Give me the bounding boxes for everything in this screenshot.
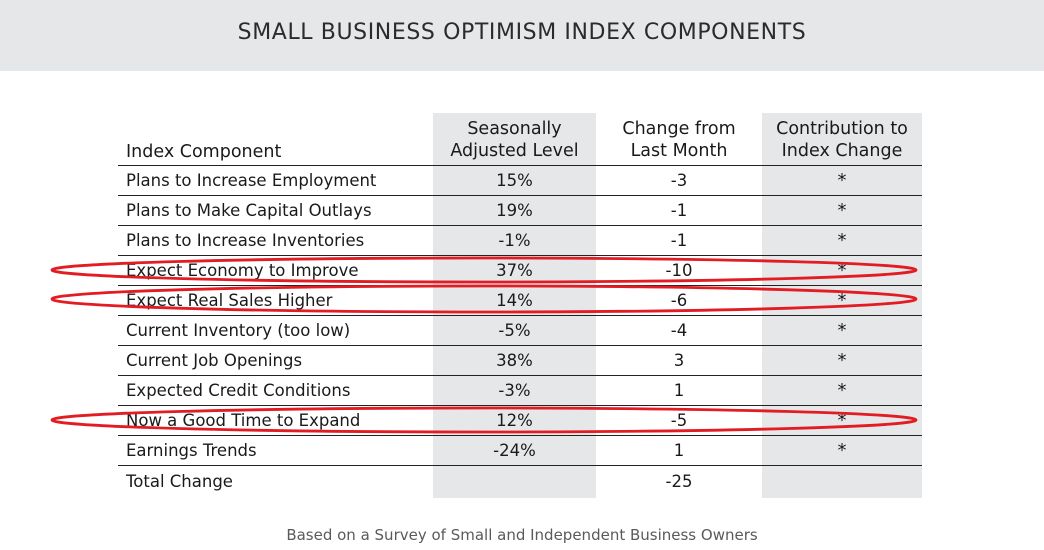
- component-label: Plans to Make Capital Outlays: [126, 201, 372, 220]
- table-row: Expect Real Sales Higher 14% -6 *: [0, 286, 1044, 316]
- level-value: -1%: [498, 231, 531, 250]
- contribution-value: *: [837, 320, 847, 341]
- level-value: 12%: [496, 411, 533, 430]
- change-value: 1: [673, 381, 685, 400]
- change-value: -4: [670, 321, 688, 340]
- total-label: Total Change: [126, 472, 233, 491]
- component-label: Earnings Trends: [126, 441, 257, 460]
- row-rule: [118, 225, 922, 226]
- highlight-ellipse: [50, 406, 918, 434]
- table-row: Plans to Increase Inventories -1% -1 *: [0, 226, 1044, 256]
- table-row: Expect Economy to Improve 37% -10 *: [0, 256, 1044, 286]
- change-value: -6: [670, 291, 688, 310]
- row-rule: [118, 435, 922, 436]
- component-label: Plans to Increase Employment: [126, 171, 377, 190]
- component-label: Current Inventory (too low): [126, 321, 351, 340]
- table-row: Now a Good Time to Expand 12% -5 *: [0, 406, 1044, 436]
- change-value: 1: [673, 441, 685, 460]
- contribution-value: *: [837, 380, 847, 401]
- change-value: 3: [673, 351, 685, 370]
- contribution-value: *: [837, 290, 847, 311]
- contribution-value: *: [837, 440, 847, 461]
- page-title: SMALL BUSINESS OPTIMISM INDEX COMPONENTS: [237, 20, 807, 45]
- contribution-value: *: [837, 200, 847, 221]
- table-row: Expected Credit Conditions -3% 1 *: [0, 376, 1044, 406]
- table-row: Plans to Make Capital Outlays 19% -1 *: [0, 196, 1044, 226]
- row-rule: [118, 465, 922, 466]
- contribution-value: *: [837, 230, 847, 251]
- total-change-value: -25: [665, 472, 693, 491]
- row-rule: [118, 255, 922, 256]
- header-index-component: Index Component: [126, 142, 282, 162]
- change-value: -3: [670, 171, 688, 190]
- contribution-value: *: [837, 260, 847, 281]
- header-change-from-last-month: Change from Last Month: [596, 118, 762, 164]
- change-value: -1: [670, 231, 688, 250]
- level-value: -5%: [498, 321, 531, 340]
- header-line: Change from: [622, 119, 736, 139]
- component-label: Current Job Openings: [126, 351, 303, 370]
- level-value: 37%: [496, 261, 533, 280]
- component-label: Now a Good Time to Expand: [126, 411, 361, 430]
- table-row: Earnings Trends -24% 1 *: [0, 436, 1044, 466]
- component-label: Expected Credit Conditions: [126, 381, 351, 400]
- row-rule: [118, 375, 922, 376]
- contribution-value: *: [837, 410, 847, 431]
- table-row: Plans to Increase Employment 15% -3 *: [0, 166, 1044, 196]
- highlight-ellipse: [50, 284, 918, 314]
- row-rule: [118, 195, 922, 196]
- table-row: Current Job Openings 38% 3 *: [0, 346, 1044, 376]
- change-value: -1: [670, 201, 688, 220]
- header-line: Seasonally: [467, 119, 562, 139]
- level-value: 14%: [496, 291, 533, 310]
- component-label: Expect Real Sales Higher: [126, 291, 333, 310]
- row-rule: [118, 405, 922, 406]
- contribution-value: *: [837, 350, 847, 371]
- header-line: Adjusted Level: [450, 141, 579, 161]
- level-value: -3%: [498, 381, 531, 400]
- footer-caption: Based on a Survey of Small and Independe…: [286, 526, 758, 544]
- contribution-value: *: [837, 170, 847, 191]
- total-row: Total Change -25: [0, 466, 1044, 498]
- row-rule: [118, 345, 922, 346]
- change-value: -5: [670, 411, 688, 430]
- change-value: -10: [665, 261, 693, 280]
- header-seasonally-adjusted-level: Seasonally Adjusted Level: [433, 118, 596, 164]
- header-line: Contribution to: [776, 119, 908, 139]
- level-value: 38%: [496, 351, 533, 370]
- level-column-shade: [433, 113, 596, 498]
- title-banner: SMALL BUSINESS OPTIMISM INDEX COMPONENTS: [0, 0, 1044, 71]
- row-rule: [118, 315, 922, 316]
- highlight-ellipse: [50, 256, 918, 284]
- component-label: Plans to Increase Inventories: [126, 231, 365, 250]
- component-label: Expect Economy to Improve: [126, 261, 359, 280]
- level-value: 19%: [496, 201, 533, 220]
- level-value: 15%: [496, 171, 533, 190]
- header-line: Last Month: [630, 141, 728, 161]
- level-value: -24%: [493, 441, 536, 460]
- header-contribution-to-index-change: Contribution to Index Change: [762, 118, 922, 164]
- header-line: Index Change: [781, 141, 903, 161]
- header-rule: [118, 165, 922, 166]
- table-row: Current Inventory (too low) -5% -4 *: [0, 316, 1044, 346]
